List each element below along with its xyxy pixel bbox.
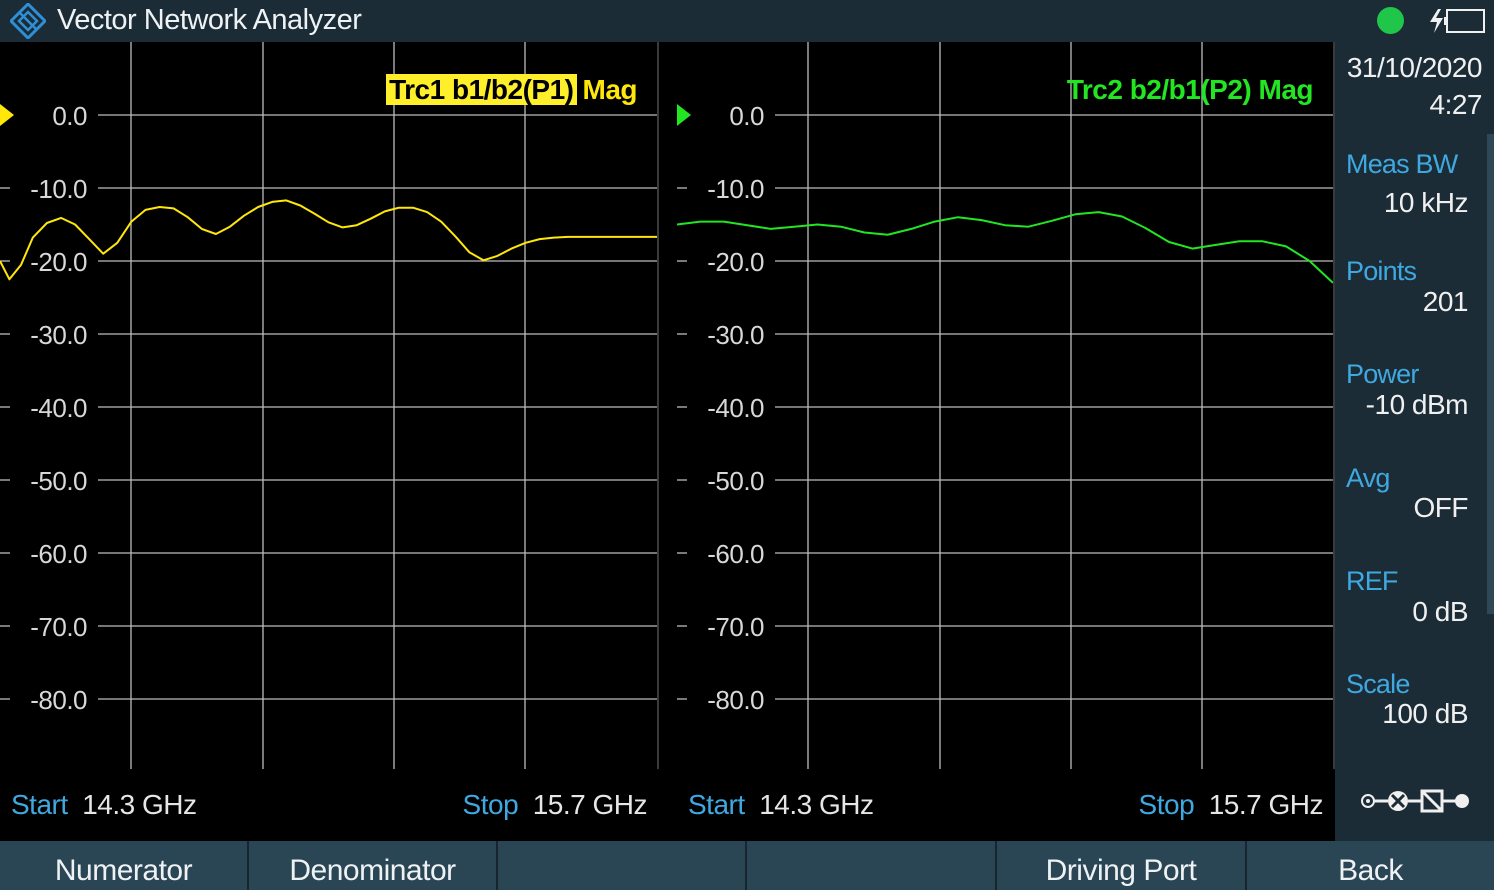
blank-softkey-4[interactable] (747, 841, 997, 890)
app-title: Vector Network Analyzer (57, 4, 362, 36)
blank-softkey-3[interactable] (498, 841, 747, 890)
y-tick-label: 0.0 (729, 101, 764, 131)
y-tick-label: -40.0 (707, 393, 764, 423)
stop-label: Stop (1138, 789, 1195, 820)
driving-port-softkey[interactable]: Driving Port (997, 841, 1247, 890)
y-tick-label: -30.0 (707, 320, 764, 350)
denominator-softkey[interactable]: Denominator (249, 841, 498, 890)
start-frequency[interactable]: 14.3 GHz (759, 789, 874, 820)
y-tick-label: -70.0 (30, 612, 87, 642)
y-tick-label: 0.0 (52, 101, 87, 131)
softkey-bar: Numerator Denominator Driving Port Back (0, 841, 1494, 890)
trace-2-frequency-bar: Start 14.3 GHz Stop 15.7 GHz (677, 769, 1333, 841)
trace-2-chart[interactable]: 0.0 -10.0 -20.0 -30.0 -40.0 -50.0 -60.0 -70.0 -8… (677, 42, 1335, 769)
sidebar-scrollbar[interactable] (1487, 134, 1494, 614)
date-display: 31/10/2020 (1346, 52, 1483, 83)
charging-battery-icon (1430, 9, 1485, 33)
trace-line (0, 199, 657, 281)
stop-frequency[interactable]: 15.7 GHz (1208, 789, 1324, 820)
avg-label[interactable]: Avg (1346, 463, 1390, 493)
trace-line (677, 211, 1333, 284)
y-tick-label: -80.0 (30, 685, 87, 715)
y-tick-label: -80.0 (707, 685, 764, 715)
scale-value[interactable]: 100 dB (1382, 698, 1468, 729)
y-tick-label: -30.0 (30, 320, 87, 350)
trace-1-title[interactable]: Trc1 b1/b2(P1) Mag (386, 73, 637, 107)
reference-level-marker (677, 104, 691, 126)
y-tick-label: -20.0 (707, 247, 764, 277)
settings-sidebar: 31/10/2020 4:27 Meas BW 10 kHz Points 20… (1335, 42, 1494, 841)
ref-value[interactable]: 0 dB (1412, 596, 1468, 627)
trace-1-plot: 0.0 -10.0 -20.0 -30.0 -40.0 -50.0 -60.0 -70.0 -8… (0, 42, 657, 769)
trace-2-title[interactable]: Trc2 b2/b1(P2) Mag (1066, 74, 1314, 105)
trace-1-title-highlight: Trc1 b1/b2(P1) (386, 74, 577, 105)
meas-bw-value[interactable]: 10 kHz (1383, 187, 1469, 218)
trace-2-plot: 0.0 -10.0 -20.0 -30.0 -40.0 -50.0 -60.0 -70.0 -8… (677, 42, 1333, 769)
start-frequency[interactable]: 14.3 GHz (82, 789, 197, 820)
grid-lines (677, 42, 1333, 769)
green-status-dot-icon (1377, 7, 1404, 34)
port-connection-icon[interactable] (1360, 787, 1472, 815)
points-value[interactable]: 201 (1422, 286, 1469, 317)
time-display: 4:27 (1429, 89, 1483, 120)
back-softkey[interactable]: Back (1338, 854, 1403, 887)
title-bar: Vector Network Analyzer (0, 0, 1494, 42)
start-label: Start (688, 789, 745, 820)
y-tick-label: -10.0 (30, 174, 87, 204)
stop-label: Stop (462, 789, 519, 820)
power-value[interactable]: -10 dBm (1365, 389, 1469, 420)
ref-label[interactable]: REF (1346, 566, 1398, 596)
y-tick-label: -60.0 (707, 539, 764, 569)
start-label: Start (11, 789, 68, 820)
y-tick-label: -70.0 (707, 612, 764, 642)
trace-1-frequency-bar: Start 14.3 GHz Stop 15.7 GHz (0, 769, 657, 841)
y-tick-label: -60.0 (30, 539, 87, 569)
reference-level-marker (0, 104, 14, 126)
avg-value[interactable]: OFF (1413, 492, 1469, 523)
y-tick-label: -50.0 (707, 466, 764, 496)
power-label[interactable]: Power (1346, 359, 1419, 389)
stop-frequency[interactable]: 15.7 GHz (532, 789, 648, 820)
y-tick-label: -40.0 (30, 393, 87, 423)
grid-lines (0, 42, 657, 769)
points-label[interactable]: Points (1346, 256, 1417, 286)
trace-1-title-format: Mag (582, 74, 638, 105)
y-tick-label: -10.0 (707, 174, 764, 204)
y-tick-label: -20.0 (30, 247, 87, 277)
scale-label[interactable]: Scale (1346, 669, 1410, 699)
meas-bw-label[interactable]: Meas BW (1346, 149, 1458, 179)
numerator-softkey[interactable]: Numerator (0, 841, 249, 890)
rs-diamond-logo-icon (10, 3, 46, 39)
y-tick-label: -50.0 (30, 466, 87, 496)
trace-1-chart[interactable]: 0.0 -10.0 -20.0 -30.0 -40.0 -50.0 -60.0 -70.0 -8… (0, 42, 659, 769)
